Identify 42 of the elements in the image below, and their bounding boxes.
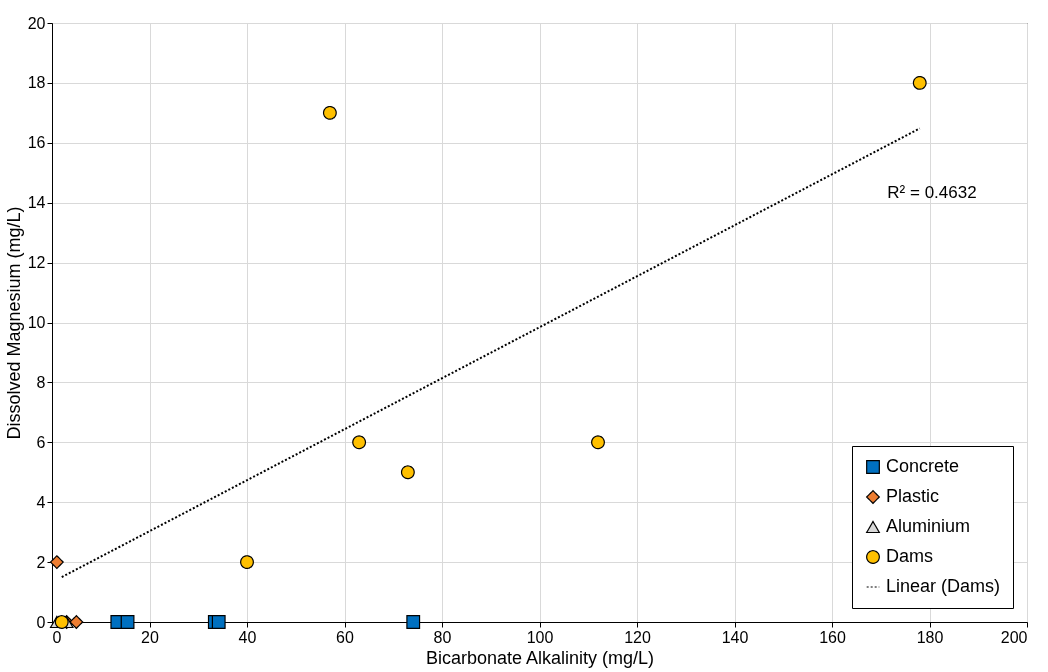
y-tick-label: 10 [27, 314, 46, 331]
point [54, 615, 69, 629]
y-tick-label: 16 [27, 134, 46, 152]
legend-label: Concrete [886, 456, 960, 476]
x-axis-title: Bicarbonate Alkalinity (mg/L) [425, 647, 655, 668]
y-tick-label: 20 [27, 14, 46, 32]
y-tick-label: 4 [36, 493, 46, 511]
point [322, 105, 337, 120]
legend-label: Plastic [886, 486, 940, 506]
y-tick-label: 2 [36, 553, 46, 571]
point [240, 555, 254, 570]
annotation: R² = 0.4632 [887, 183, 977, 202]
point [352, 435, 367, 450]
y-tick-label: 0 [36, 613, 46, 631]
legend-label: Linear (Dams) [886, 576, 1001, 596]
point [69, 615, 84, 629]
x-tick-label: 200 [1000, 628, 1028, 646]
y-axis-title: Dissolved Magnesium (mg/L) [3, 206, 24, 440]
x-tick-label: 80 [433, 628, 452, 646]
point [120, 615, 135, 629]
y-tick-label: 18 [27, 74, 46, 92]
x-tick-label: 20 [141, 628, 159, 646]
x-tick-label: 160 [819, 628, 846, 646]
x-tick-label: 40 [238, 628, 257, 646]
x-tick-label: 180 [916, 628, 944, 646]
legend-label: Dams [886, 546, 934, 566]
x-tick-label: 120 [624, 628, 651, 646]
point [591, 435, 605, 450]
point [211, 615, 226, 629]
x-tick-label: 140 [721, 628, 749, 646]
x-tick-label: 100 [526, 628, 554, 646]
point [400, 465, 415, 480]
point [49, 555, 64, 570]
x-tick-label: 60 [336, 628, 354, 646]
legend-label: Aluminium [886, 516, 971, 536]
y-tick-label: 12 [27, 254, 46, 272]
y-tick-label: 6 [36, 433, 46, 451]
y-tick-label: 8 [36, 373, 46, 391]
point [406, 615, 421, 629]
y-tick-label: 14 [27, 194, 46, 212]
point [912, 75, 927, 90]
x-tick-label: 0 [52, 628, 62, 646]
